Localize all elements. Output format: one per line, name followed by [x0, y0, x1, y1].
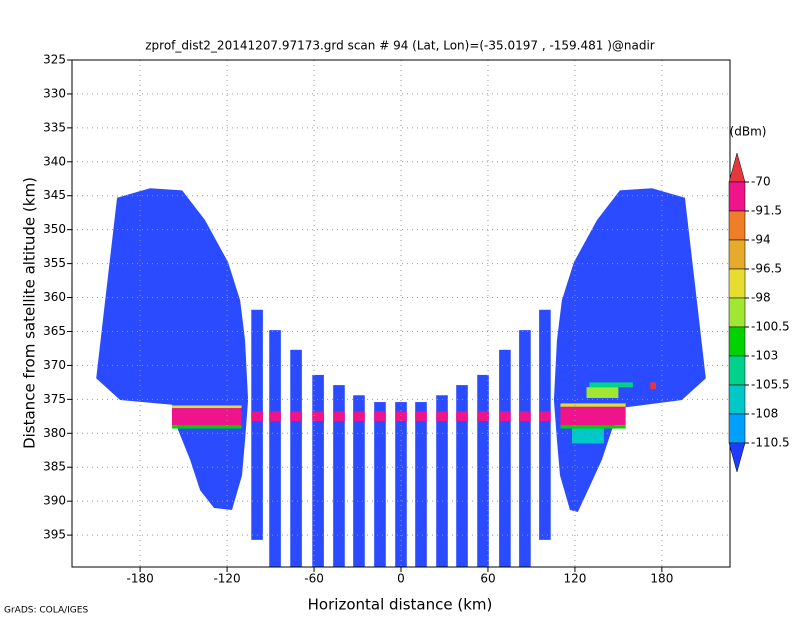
y-tick-label: 345	[43, 188, 66, 202]
echo-patch	[560, 403, 626, 407]
beam	[269, 330, 281, 567]
echo-patch	[572, 428, 604, 444]
echo-patch	[589, 382, 633, 388]
y-tick-label: 360	[43, 290, 66, 304]
colorbar-segment	[728, 413, 746, 444]
bright-band	[539, 411, 551, 422]
beam	[374, 402, 386, 567]
y-tick-label: 365	[43, 324, 66, 338]
colorbar-segment	[728, 384, 746, 415]
colorbar-label: -96.5	[751, 262, 782, 276]
colorbar-segment	[728, 355, 746, 386]
beam	[415, 402, 427, 567]
beam	[456, 385, 468, 567]
colorbar-segment	[728, 268, 746, 299]
bright-band	[477, 411, 489, 422]
x-tick-label: 180	[650, 572, 673, 586]
beam	[251, 309, 263, 540]
bright-band	[415, 411, 427, 422]
echo-patch	[560, 425, 626, 429]
beam	[477, 374, 489, 567]
beam	[539, 309, 551, 540]
bright-band	[519, 411, 531, 422]
colorbar-label: -94	[751, 233, 771, 247]
bright-band	[312, 411, 324, 422]
y-tick-label: 330	[43, 86, 66, 100]
colorbar-label: -70	[751, 175, 771, 189]
bright-band	[290, 411, 302, 422]
colorbar-unit: (dBm)	[730, 125, 767, 139]
beam	[436, 395, 448, 567]
y-tick-label: 375	[43, 392, 66, 406]
bright-band	[456, 411, 468, 422]
y-tick-label: 335	[43, 120, 66, 134]
x-axis-label: Horizontal distance (km)	[308, 596, 493, 614]
echo-patch	[172, 408, 242, 426]
colorbar-label: -91.5	[751, 204, 782, 218]
echo-patch	[586, 387, 619, 398]
beam	[312, 374, 324, 567]
bright-band	[251, 411, 263, 422]
x-tick-label: -120	[213, 572, 240, 586]
y-tick-label: 395	[43, 528, 66, 542]
y-tick-label: 340	[43, 154, 66, 168]
colorbar-label: -108	[751, 407, 778, 421]
colorbar-segment	[728, 210, 746, 241]
y-tick-label: 355	[43, 256, 66, 270]
colorbar-segment	[728, 326, 746, 357]
chart-title: zprof_dist2_20141207.97173.grd scan # 94…	[145, 39, 655, 53]
echo-region	[96, 188, 249, 510]
echo-patch	[172, 405, 242, 409]
beam	[333, 385, 345, 567]
beam	[290, 349, 302, 567]
colorbar-segment	[728, 297, 746, 328]
colorbar-segment	[728, 239, 746, 270]
bright-band	[499, 411, 511, 422]
beam	[353, 395, 365, 567]
beam	[395, 402, 407, 567]
colorbar-label: -105.5	[751, 378, 790, 392]
x-tick-label: -60	[304, 572, 324, 586]
x-tick-label: -180	[127, 572, 154, 586]
echo-patch	[560, 406, 626, 426]
x-tick-label: 60	[480, 572, 495, 586]
colorbar-segment	[728, 442, 746, 473]
beam	[499, 349, 511, 567]
bright-band	[269, 411, 281, 422]
x-tick-label: 0	[397, 572, 405, 586]
echo-patch	[172, 425, 242, 429]
y-tick-label: 350	[43, 222, 66, 236]
colorbar-label: -103	[751, 349, 778, 363]
y-tick-label: 380	[43, 426, 66, 440]
y-tick-label: 325	[43, 53, 66, 67]
bright-band	[353, 411, 365, 422]
echo-region	[553, 188, 706, 513]
bright-band	[436, 411, 448, 422]
y-tick-label: 385	[43, 460, 66, 474]
beam	[519, 330, 531, 567]
y-axis-label: Distance from satellite altitude (km)	[21, 177, 39, 449]
bright-band	[395, 411, 407, 422]
bright-band	[374, 411, 386, 422]
y-tick-label: 390	[43, 494, 66, 508]
x-tick-label: 120	[563, 572, 586, 586]
colorbar-segment	[728, 181, 746, 212]
y-tick-label: 370	[43, 358, 66, 372]
echo-patch	[650, 382, 657, 390]
colorbar-label: -100.5	[751, 320, 790, 334]
footer: GrADS: COLA/IGES	[4, 606, 88, 616]
colorbar-label: -110.5	[751, 436, 790, 450]
colorbar-segment	[728, 152, 746, 183]
colorbar-label: -98	[751, 291, 771, 305]
bright-band	[333, 411, 345, 422]
